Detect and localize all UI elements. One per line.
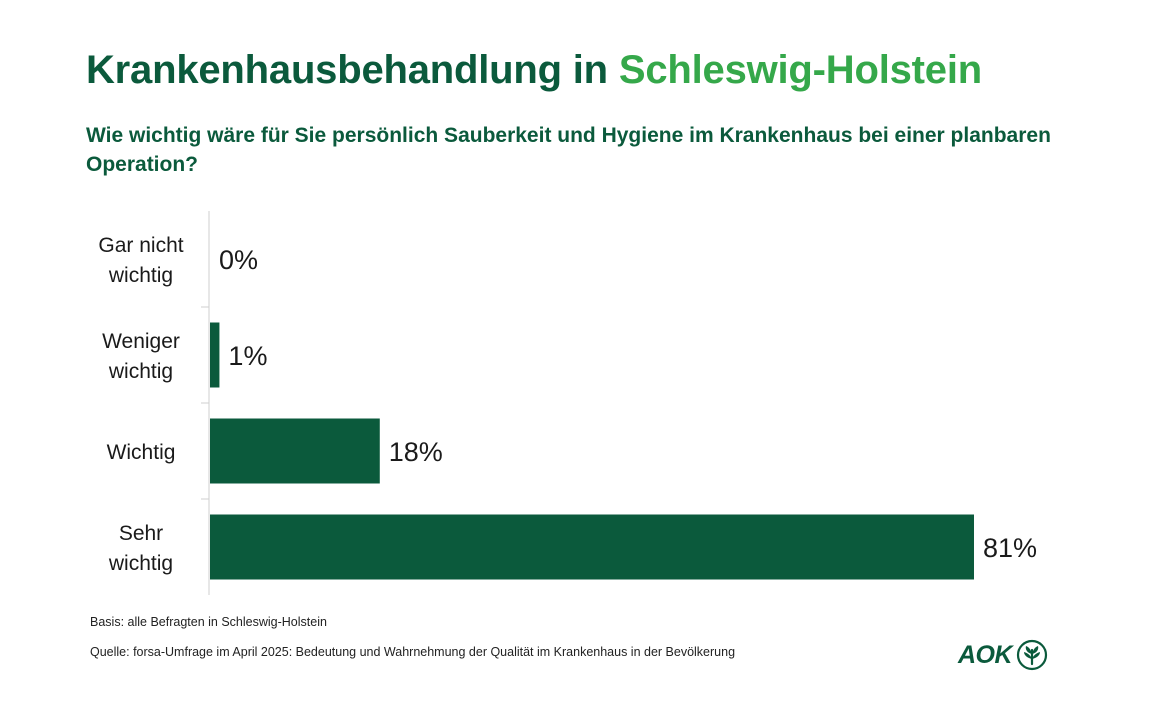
bar (210, 514, 974, 580)
footnote-source: Quelle: forsa-Umfrage im April 2025: Bed… (90, 645, 736, 659)
category-label-line: wichtig (108, 264, 173, 287)
category-label: Gar nicht wichtig (98, 234, 183, 287)
category-label-line: Wichtig (107, 441, 176, 464)
value-label: 1% (228, 341, 267, 371)
title-region: Schleswig-Holstein (618, 48, 982, 92)
bar (210, 322, 220, 388)
page-title: Krankenhausbehandlung in Schleswig-Holst… (86, 48, 982, 93)
category-label-line: Gar nicht (98, 234, 183, 257)
bar-chart: 0% Gar nicht wichtig 1% Weniger wichtig 18% Wic… (98, 211, 1037, 595)
footnote-basis: Basis: alle Befragten in Schleswig-Holst… (90, 615, 327, 629)
category-label-line: wichtig (108, 360, 173, 383)
aok-tree-icon (1016, 639, 1048, 671)
aok-logo: AOK (958, 639, 1048, 671)
value-label: 81% (983, 533, 1037, 563)
chart-question: Wie wichtig wäre für Sie persönlich Saub… (86, 124, 1051, 176)
logo-text: AOK (958, 640, 1013, 669)
category-label-line: Sehr (119, 522, 163, 545)
category-label: Weniger wichtig (102, 330, 180, 383)
category-label-line: Weniger (102, 330, 180, 353)
category-label-line: wichtig (108, 552, 173, 575)
bar (210, 418, 380, 484)
category-label: Sehr wichtig (108, 522, 173, 575)
value-label: 18% (389, 437, 443, 467)
category-label: Wichtig (107, 441, 176, 464)
title-main: Krankenhausbehandlung in (86, 48, 619, 92)
value-label: 0% (219, 245, 258, 275)
